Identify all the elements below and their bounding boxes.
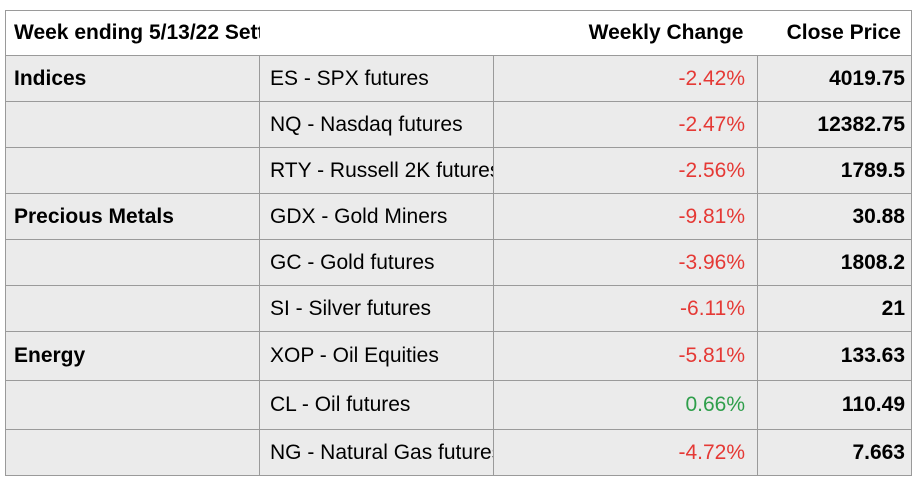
weekly-settle-table: Week ending 5/13/22 Settle Weekly Change… [5,10,912,476]
weekly-change-cell: -5.81% [493,331,758,381]
table-row: SI - Silver futures -6.11% 21 [5,285,912,332]
group-label [5,239,260,286]
table-row: Indices ES - SPX futures -2.42% 4019.75 [5,55,912,102]
group-label [5,147,260,194]
group-label: Indices [5,55,260,102]
weekly-change-header: Weekly Change [493,10,758,56]
instrument-cell: GDX - Gold Miners [259,193,494,240]
weekly-change-cell: -9.81% [493,193,758,240]
weekly-change-cell: -2.42% [493,55,758,102]
close-price-cell: 12382.75 [757,101,912,148]
close-price-cell: 1808.2 [757,239,912,286]
group-label [5,380,260,430]
weekly-change-cell: 0.66% [493,380,758,430]
close-price-cell: 1789.5 [757,147,912,194]
close-price-cell: 30.88 [757,193,912,240]
weekly-change-cell: -3.96% [493,239,758,286]
table-row: Precious Metals GDX - Gold Miners -9.81%… [5,193,912,240]
instrument-cell: CL - Oil futures [259,380,494,430]
table-title: Week ending 5/13/22 Settle [5,10,260,56]
weekly-change-cell: -2.47% [493,101,758,148]
header-row: Week ending 5/13/22 Settle Weekly Change… [5,10,912,56]
close-price-header: Close Price [757,10,912,56]
weekly-change-cell: -6.11% [493,285,758,332]
instrument-cell: XOP - Oil Equities [259,331,494,381]
instrument-cell: GC - Gold futures [259,239,494,286]
instrument-cell: RTY - Russell 2K futures [259,147,494,194]
weekly-change-cell: -4.72% [493,429,758,476]
close-price-cell: 7.663 [757,429,912,476]
group-label: Energy [5,331,260,381]
instrument-cell: ES - SPX futures [259,55,494,102]
table-row: NG - Natural Gas futures -4.72% 7.663 [5,429,912,476]
table-row: NQ - Nasdaq futures -2.47% 12382.75 [5,101,912,148]
instrument-cell: SI - Silver futures [259,285,494,332]
close-price-cell: 110.49 [757,380,912,430]
header-spacer [259,10,494,56]
table-row: GC - Gold futures -3.96% 1808.2 [5,239,912,286]
table-row: RTY - Russell 2K futures -2.56% 1789.5 [5,147,912,194]
group-label [5,101,260,148]
group-label [5,429,260,476]
table-row: CL - Oil futures 0.66% 110.49 [5,380,912,430]
table-row: Energy XOP - Oil Equities -5.81% 133.63 [5,331,912,381]
close-price-cell: 4019.75 [757,55,912,102]
close-price-cell: 133.63 [757,331,912,381]
instrument-cell: NG - Natural Gas futures [259,429,494,476]
weekly-change-cell: -2.56% [493,147,758,194]
group-label [5,285,260,332]
instrument-cell: NQ - Nasdaq futures [259,101,494,148]
close-price-cell: 21 [757,285,912,332]
group-label: Precious Metals [5,193,260,240]
